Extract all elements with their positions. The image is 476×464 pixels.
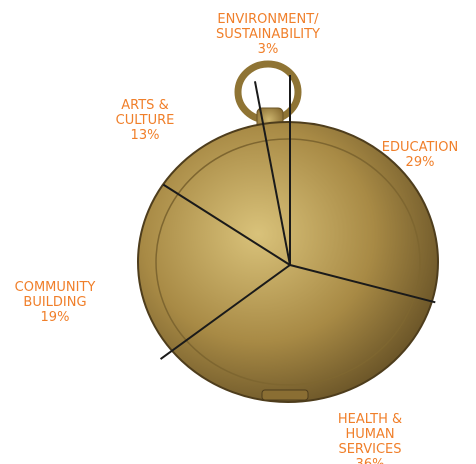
category-label: HEALTH & HUMAN SERVICES [337,412,403,457]
category-label: COMMUNITY BUILDING [14,280,96,310]
category-label: ARTS & CULTURE [115,98,175,128]
watch-case [137,121,439,403]
watch-engraving [155,138,421,386]
value-label: 29% [405,155,435,170]
slice-divider [159,264,291,360]
value-label: 36% [317,457,423,464]
slice-label: ENVIRONMENT/ SUSTAINABILITY 3% [216,12,320,57]
slice-label: HEALTH & HUMAN SERVICES36% [317,412,423,464]
slice-divider [162,183,291,266]
value-label: 3% [257,42,279,57]
category-label: ENVIRONMENT/ SUSTAINABILITY [215,12,321,42]
slice-label: EDUCATION 29% [382,140,458,170]
watch-hinge [261,389,309,401]
category-label: EDUCATION [381,140,459,155]
slice-label: COMMUNITY BUILDING 19% [15,280,96,325]
value-label: 13% [130,128,160,143]
slice-divider [289,264,436,304]
slice-label: ARTS & CULTURE 13% [116,98,175,143]
value-label: 19% [40,310,70,325]
slice-divider [253,81,291,266]
